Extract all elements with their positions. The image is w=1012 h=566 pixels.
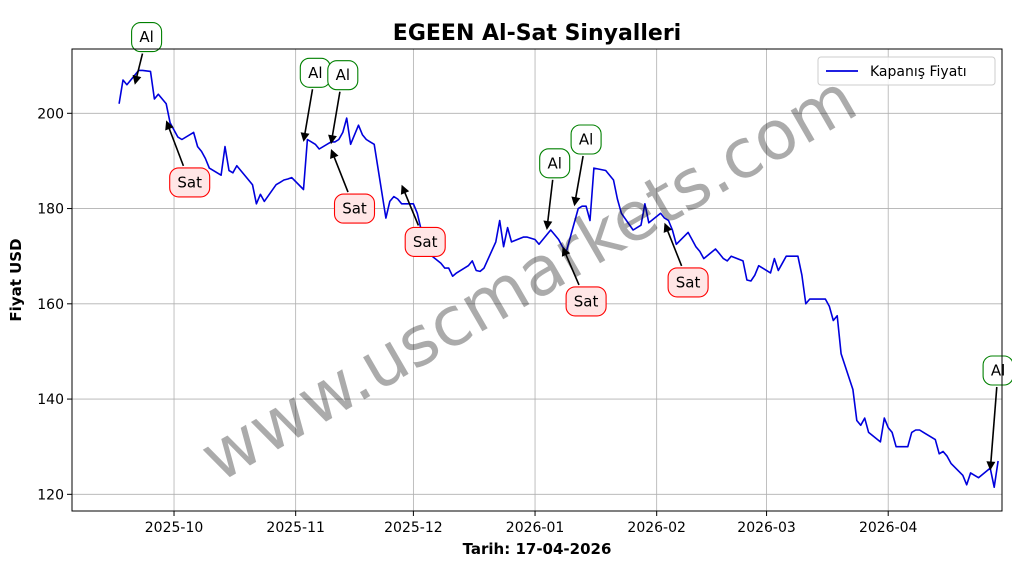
signal-arrow-shaft — [332, 154, 349, 193]
signal-label: Al — [336, 66, 350, 84]
signal-arrow-head — [165, 120, 174, 131]
signal-arrow-head — [300, 132, 310, 142]
signal-label: Al — [308, 64, 322, 82]
buy-signal: Al — [299, 57, 331, 142]
signal-arrow-head — [328, 134, 337, 145]
sell-signal: Sat — [400, 184, 446, 257]
signal-arrow-shaft — [989, 386, 998, 465]
legend: Kapanış Fiyatı — [817, 56, 996, 86]
buy-signal: Al — [131, 22, 163, 85]
signal-arrow-shaft — [135, 53, 144, 80]
signal-label: Sat — [676, 273, 701, 291]
signal-arrow-shaft — [564, 251, 580, 286]
legend-label: Kapanış Fiyatı — [870, 64, 967, 80]
signal-arrow-head — [986, 461, 996, 471]
x-tick-label: 2026-03 — [737, 520, 796, 536]
signal-arrow-shaft — [546, 179, 554, 225]
x-axis-ticks: 2025-10 2025-11 2025-12 2026-01 2026-02 2026-… — [145, 511, 918, 536]
sell-signal: Sat — [330, 149, 376, 224]
x-tick-label: 2026-02 — [627, 520, 686, 536]
signal-arrow-shaft — [574, 155, 584, 201]
signal-box — [327, 60, 359, 91]
signal-label: Al — [547, 154, 561, 172]
signal-label: Sat — [342, 200, 367, 218]
chart-title: EGEEN Al-Sat Sinyalleri — [393, 21, 681, 46]
x-tick-label: 2025-11 — [266, 520, 325, 536]
signal-box — [667, 267, 709, 298]
signal-arrow-head — [571, 196, 581, 207]
signals-layer: Al Sat Al Al Sat Sat Al Al Sat Sat Al — [131, 22, 1012, 471]
signal-label: Sat — [413, 233, 438, 251]
buy-signal: Al — [982, 355, 1012, 471]
signal-label: Al — [579, 131, 593, 149]
signal-label: Sat — [574, 292, 599, 310]
signal-label: Al — [139, 28, 153, 46]
signal-arrow-head — [400, 184, 410, 195]
x-tick-label: 2025-10 — [145, 520, 204, 536]
signal-box — [131, 22, 163, 53]
signal-arrow-shaft — [303, 89, 314, 137]
signal-label: Sat — [177, 173, 202, 191]
sell-signal: Sat — [663, 222, 709, 298]
buy-signal: Al — [327, 60, 359, 145]
series-layer — [118, 69, 999, 489]
y-tick-label: 160 — [37, 297, 64, 313]
x-tick-label: 2026-01 — [506, 520, 565, 536]
y-tick-label: 120 — [37, 487, 64, 503]
y-tick-label: 140 — [37, 392, 64, 408]
signal-arrow-head — [543, 220, 553, 230]
signal-box — [570, 124, 602, 155]
signal-box — [565, 286, 607, 317]
y-axis-label: Fiyat USD — [7, 238, 25, 321]
signal-arrow-head — [132, 74, 142, 85]
signal-arrow-shaft — [403, 189, 420, 226]
signal-box — [404, 226, 446, 257]
y-tick-label: 200 — [37, 106, 64, 122]
watermark-text: www.uscmarkets.com — [188, 59, 870, 498]
price-series-line — [118, 69, 999, 489]
signal-arrow-shaft — [167, 125, 185, 167]
signal-label: Al — [991, 362, 1005, 380]
buy-signal: Al — [570, 124, 602, 207]
buy-signal: Al — [539, 148, 571, 230]
y-tick-label: 180 — [37, 202, 64, 218]
y-axis-ticks: 120 140 160 180 200 — [37, 106, 72, 503]
signal-arrow-head — [663, 222, 672, 233]
signal-arrow-shaft — [331, 91, 341, 139]
x-axis-label: Tarih: 17-04-2026 — [463, 540, 612, 558]
signal-box — [982, 355, 1012, 386]
x-tick-label: 2025-12 — [384, 520, 443, 536]
grid-lines — [72, 49, 1002, 511]
signal-arrow-head — [561, 246, 571, 257]
signal-box — [169, 167, 211, 198]
legend-box — [817, 56, 996, 86]
sell-signal: Sat — [165, 120, 211, 198]
signal-arrow-shaft — [665, 228, 683, 267]
x-tick-label: 2026-04 — [859, 520, 918, 536]
signal-box — [333, 193, 376, 224]
signal-box — [539, 148, 571, 179]
sell-signal: Sat — [561, 246, 607, 317]
signal-arrow-head — [330, 149, 339, 159]
plot-frame — [71, 48, 1003, 512]
